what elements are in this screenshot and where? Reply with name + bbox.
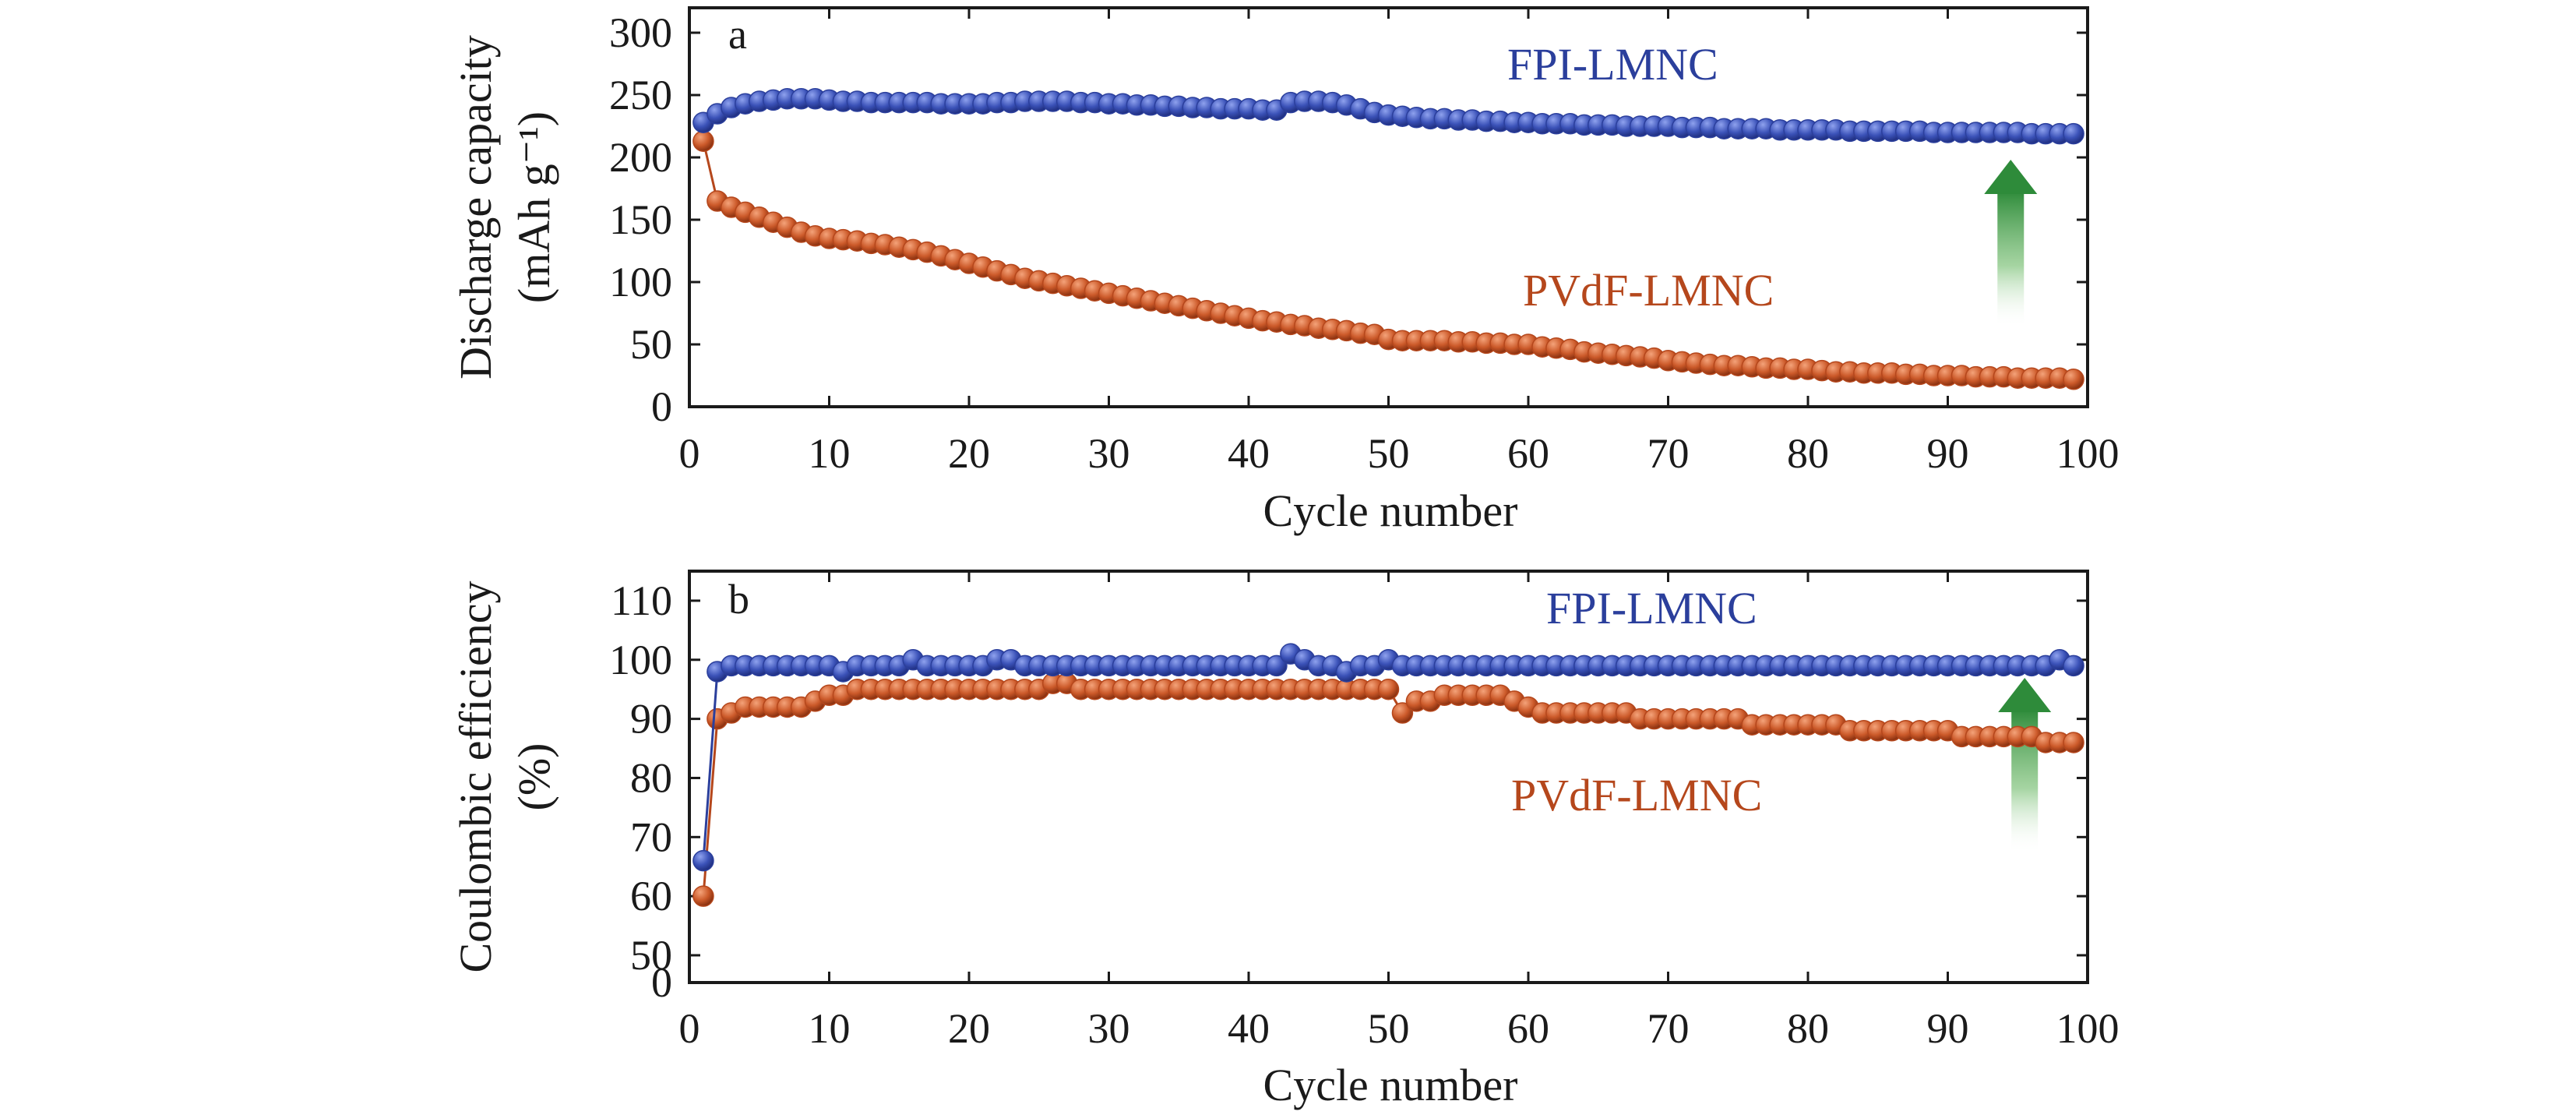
arrow-head: [1984, 160, 2038, 194]
y-tick-label: 50: [630, 932, 672, 979]
panel-b-fpi-label: FPI-LMNC: [1546, 583, 1757, 633]
panel-a-pvdf-label: PVdF-LMNC: [1523, 265, 1774, 316]
y-tick-label: 100: [609, 259, 672, 305]
x-tick-label: 80: [1787, 1005, 1829, 1052]
pvdf-point: [692, 130, 714, 152]
x-tick-label: 20: [948, 430, 990, 477]
panel-b-ylabel: Coulombic efficiency: [450, 580, 501, 972]
panel-a-fpi-label: FPI-LMNC: [1507, 39, 1718, 90]
fpi-point: [2063, 122, 2084, 145]
panel-b-coulombic-efficiency: b 0 10 20 30 40 50 60 70 80 90 1000506070809010011…: [450, 570, 2120, 1110]
x-tick-label: 100: [2056, 430, 2120, 477]
series-fpi-lmnc: [692, 88, 2084, 145]
x-tick-label: 90: [1927, 1005, 1969, 1052]
panel-a-letter: a: [728, 11, 747, 58]
x-tick-label: 70: [1647, 1005, 1690, 1052]
panel-b-letter: b: [728, 576, 749, 623]
x-tick-label: 40: [1228, 430, 1270, 477]
y-tick-label: 110: [611, 577, 672, 624]
x-tick-label: 90: [1927, 430, 1969, 477]
x-tick-label: 10: [809, 430, 851, 477]
y-tick-label: 0: [651, 383, 672, 430]
panel-a-xlabel: Cycle number: [1263, 485, 1518, 536]
x-tick-label: 100: [2056, 1005, 2120, 1052]
x-tick-label: 50: [1368, 1005, 1410, 1052]
panel-b-frame: [688, 570, 2089, 984]
x-tick-label: 0: [679, 430, 700, 477]
x-tick-label: 20: [948, 1005, 990, 1052]
x-tick-label: 0: [679, 1005, 700, 1052]
x-tick-label: 70: [1647, 430, 1690, 477]
pvdf-point: [1377, 678, 1400, 700]
x-tick-label: 60: [1507, 1005, 1549, 1052]
y-tick-label: 200: [609, 134, 672, 181]
series-pvdf-lmnc: [692, 130, 2084, 390]
y-tick-label: 100: [609, 637, 672, 683]
series-line: [702, 682, 2074, 897]
fpi-point: [692, 849, 714, 872]
y-tick-label: 70: [630, 813, 672, 860]
x-tick-label: 30: [1088, 1005, 1130, 1052]
panel-b-ylabel-units: (%): [509, 743, 559, 811]
x-tick-label: 60: [1507, 430, 1549, 477]
fpi-point: [1266, 655, 1288, 677]
y-tick-label: 90: [630, 696, 672, 743]
fpi-point: [2063, 655, 2084, 677]
x-tick-label: 30: [1088, 430, 1130, 477]
x-tick-label: 50: [1368, 430, 1410, 477]
panel-a-series: [692, 88, 2084, 390]
panel-b-pvdf-label: PVdF-LMNC: [1511, 770, 1762, 820]
panel-a-improvement-arrow: [1984, 160, 2038, 327]
pvdf-point: [1391, 702, 1414, 724]
arrow-head: [1998, 678, 2052, 712]
x-tick-label: 40: [1228, 1005, 1270, 1052]
x-tick-label: 80: [1787, 430, 1829, 477]
y-tick-label: 150: [609, 196, 672, 243]
series-pvdf-lmnc: [692, 672, 2084, 907]
panel-a-ticks: 0 10 20 30 40 50 60 70 80 90 100 0 50 100 150 200 250 300: [609, 8, 2120, 477]
panel-a-ylabel: Discharge capacity: [450, 35, 501, 379]
panel-b-series: [692, 643, 2084, 907]
pvdf-point: [2063, 732, 2084, 753]
panel-a-discharge-capacity: a 0 10 20 30 40 50 60 70 80 90 100 0 50 100 150 200 250 3…: [450, 6, 2120, 536]
x-tick-label: 10: [809, 1005, 851, 1052]
arrow-shaft: [1997, 191, 2025, 327]
y-tick-label: 60: [630, 873, 672, 919]
y-tick-label: 0: [651, 959, 672, 1006]
pvdf-point: [692, 885, 714, 907]
pvdf-point: [2063, 369, 2084, 390]
panel-b-xlabel: Cycle number: [1263, 1060, 1518, 1110]
series-fpi-lmnc: [692, 643, 2084, 872]
panel-b-improvement-arrow: [1998, 678, 2052, 853]
y-tick-label: 50: [630, 321, 672, 368]
y-tick-label: 250: [609, 72, 672, 118]
y-tick-label: 300: [609, 9, 672, 56]
panel-a-ylabel-units: (mAh g⁻¹): [509, 111, 559, 303]
y-tick-label: 80: [630, 754, 672, 801]
